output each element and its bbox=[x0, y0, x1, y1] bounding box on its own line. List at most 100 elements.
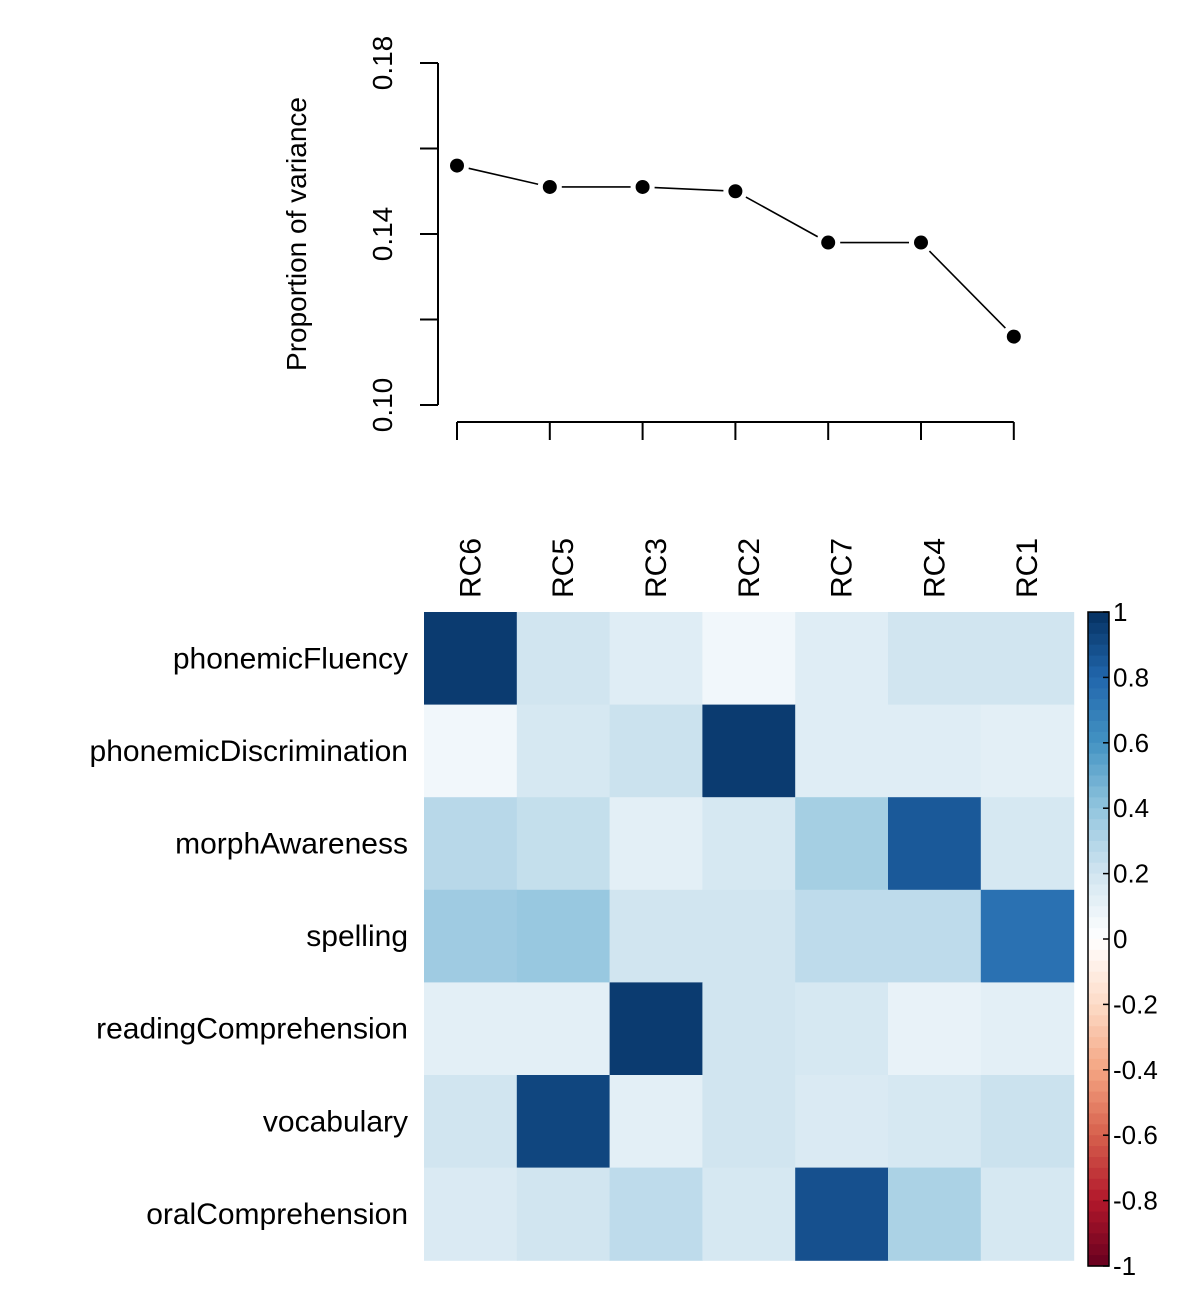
colorbar-segment bbox=[1088, 742, 1109, 755]
colorbar-segment bbox=[1088, 644, 1109, 657]
colorbar-segment bbox=[1088, 1211, 1109, 1223]
heatmap-cell bbox=[980, 612, 1075, 706]
colorbar-segment bbox=[1088, 1069, 1109, 1082]
column-label: RC4 bbox=[918, 538, 951, 598]
colorbar-segment bbox=[1088, 906, 1109, 918]
colorbar-segment bbox=[1088, 1189, 1109, 1202]
colorbar-segment bbox=[1088, 633, 1109, 646]
row-label: oralComprehension bbox=[146, 1198, 408, 1231]
heatmap-cell bbox=[516, 1075, 611, 1169]
heatmap-cell bbox=[516, 889, 611, 983]
heatmap-cell bbox=[888, 1075, 982, 1169]
colorbar-tick-label: 0.2 bbox=[1113, 859, 1149, 889]
heatmap-cell bbox=[980, 982, 1075, 1076]
heatmap-cell bbox=[424, 889, 518, 983]
colorbar-tick-label: 0.6 bbox=[1113, 728, 1149, 758]
heatmap-cell bbox=[702, 1167, 796, 1261]
data-point-RC7 bbox=[821, 235, 836, 250]
colorbar-segment bbox=[1088, 622, 1109, 635]
heatmap-cell bbox=[795, 1167, 889, 1261]
column-label: RC3 bbox=[640, 538, 673, 598]
heatmap-cell bbox=[516, 1167, 611, 1261]
column-label: RC2 bbox=[733, 538, 766, 598]
heatmap-cell bbox=[702, 889, 796, 983]
colorbar-segment bbox=[1088, 655, 1109, 668]
colorbar-segment bbox=[1088, 895, 1109, 907]
colorbar-legend: 1 0.8 0.6 0.4 0.2 0 -0.2 -0.4 -0.6 -0.8 -1 bbox=[1087, 597, 1158, 1281]
heatmap-cell bbox=[609, 1075, 703, 1169]
colorbar-tick-label: -0.4 bbox=[1113, 1055, 1158, 1085]
colorbar-segment bbox=[1088, 1048, 1109, 1060]
heatmap-cell bbox=[702, 612, 796, 706]
heatmap-cell bbox=[888, 704, 982, 798]
colorbar-tick-label: -0.2 bbox=[1113, 989, 1158, 1019]
y-tick-label: 0.10 bbox=[367, 378, 398, 433]
heatmap-cell bbox=[702, 1075, 796, 1169]
colorbar-segment bbox=[1088, 971, 1109, 984]
heatmap-cell bbox=[424, 612, 518, 706]
heatmap-cell bbox=[702, 797, 796, 891]
colorbar-segment bbox=[1088, 1233, 1109, 1245]
colorbar-segment bbox=[1088, 1244, 1109, 1256]
colorbar-segment bbox=[1088, 1080, 1109, 1093]
heatmap-cell bbox=[424, 982, 518, 1076]
y-tick-label: 0.14 bbox=[367, 207, 398, 262]
colorbar-segment bbox=[1088, 830, 1109, 842]
colorbar-segment bbox=[1088, 775, 1109, 787]
variance-line-chart: 0.10 0.14 0.18 Proportion of variance bbox=[281, 36, 1021, 440]
colorbar-tick-label: 1 bbox=[1113, 597, 1127, 627]
heatmap-cell bbox=[609, 704, 703, 798]
row-label: phonemicDiscrimination bbox=[90, 735, 408, 768]
line-segment bbox=[745, 196, 819, 238]
heatmap-cell bbox=[424, 797, 518, 891]
heatmap-cell bbox=[888, 797, 982, 891]
heatmap-cell bbox=[516, 982, 611, 1076]
colorbar-segment bbox=[1088, 666, 1109, 678]
colorbar-segment bbox=[1088, 612, 1109, 624]
colorbar-segment bbox=[1088, 993, 1109, 1005]
data-point-RC3 bbox=[635, 179, 650, 194]
heatmap-cell bbox=[795, 1075, 889, 1169]
colorbar-segment bbox=[1088, 1200, 1109, 1213]
heatmap-cell bbox=[516, 797, 611, 891]
colorbar-segment bbox=[1088, 1102, 1109, 1114]
column-label: RC5 bbox=[547, 538, 580, 598]
heatmap-cell bbox=[795, 704, 889, 798]
colorbar-segment bbox=[1088, 753, 1109, 766]
heatmap-cell bbox=[888, 889, 982, 983]
heatmap-cell bbox=[888, 1167, 982, 1261]
colorbar-segment bbox=[1088, 710, 1109, 722]
colorbar-segment bbox=[1088, 928, 1109, 940]
heatmap-cell bbox=[424, 704, 518, 798]
heatmap-cell bbox=[702, 982, 796, 1076]
heatmap-cell bbox=[609, 889, 703, 983]
colorbar-segment bbox=[1088, 939, 1109, 951]
colorbar-segment bbox=[1088, 1157, 1109, 1169]
colorbar-segment bbox=[1088, 862, 1109, 875]
colorbar-segment bbox=[1088, 731, 1109, 744]
colorbar-segment bbox=[1088, 1037, 1109, 1049]
heatmap-cell bbox=[609, 1167, 703, 1261]
heatmap-cell bbox=[795, 612, 889, 706]
line-segment bbox=[928, 250, 1006, 329]
colorbar-segment bbox=[1088, 884, 1109, 896]
heatmap-cell bbox=[888, 612, 982, 706]
data-point-RC1 bbox=[1006, 329, 1021, 344]
colorbar-segment bbox=[1088, 1113, 1109, 1125]
colorbar-segment bbox=[1088, 873, 1109, 886]
colorbar-segment bbox=[1088, 677, 1109, 689]
colorbar-segment bbox=[1088, 1026, 1109, 1038]
colorbar-segment bbox=[1088, 808, 1109, 820]
colorbar-segment bbox=[1088, 960, 1109, 973]
heatmap-cell bbox=[609, 612, 703, 706]
heatmap-cell bbox=[888, 982, 982, 1076]
data-point-RC4 bbox=[914, 235, 928, 250]
heatmap-cell bbox=[980, 704, 1075, 798]
colorbar-tick-label: 0.4 bbox=[1113, 793, 1149, 823]
colorbar-segment bbox=[1088, 1255, 1109, 1267]
column-label: RC6 bbox=[454, 538, 487, 598]
colorbar-segment bbox=[1088, 1167, 1109, 1180]
heatmap-cell bbox=[980, 1167, 1075, 1261]
colorbar-segment bbox=[1088, 982, 1109, 995]
colorbar-segment bbox=[1088, 1222, 1109, 1234]
